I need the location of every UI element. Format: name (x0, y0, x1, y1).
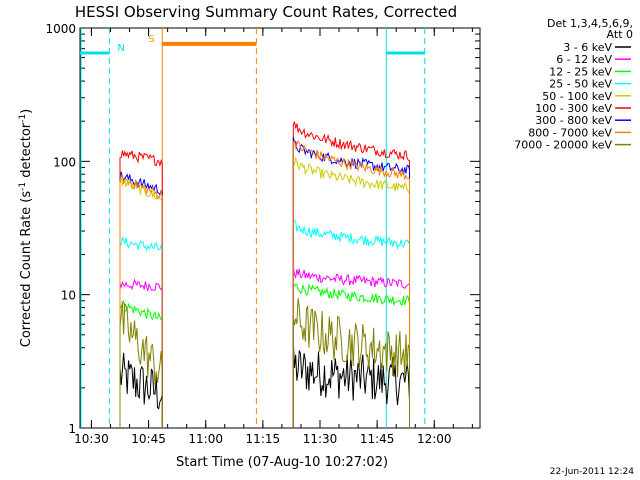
series-trace (119, 299, 163, 428)
x-tick-label: 10:45 (131, 432, 166, 446)
series-trace (292, 217, 410, 428)
series-trace (119, 171, 163, 428)
y-tick-label: 1000 (45, 22, 76, 36)
chart-title: HESSI Observing Summary Count Rates, Cor… (75, 3, 457, 21)
y-tick-label: 1 (68, 422, 76, 436)
annotation-s-label: S (148, 34, 154, 45)
series-trace (119, 150, 163, 428)
x-tick-label: 11:30 (303, 432, 338, 446)
y-tick-label: 100 (53, 155, 76, 169)
x-tick-label: 11:15 (246, 432, 281, 446)
series-trace (119, 301, 163, 428)
series-trace (292, 121, 410, 428)
legend-label: 6 - 12 keV (556, 53, 612, 66)
legend-label: 7000 - 20000 keV (514, 139, 612, 152)
series-trace (292, 139, 410, 428)
x-tick-label: 11:00 (188, 432, 223, 446)
x-tick-label: 10:30 (74, 432, 109, 446)
legend-label: 100 - 300 keV (535, 102, 612, 115)
legend-header-1: Det 1,3,4,5,6,9, (547, 17, 633, 30)
series-trace (119, 278, 163, 428)
y-axis-label: Corrected Count Rate (s-1 detector-1) (18, 109, 34, 347)
series-trace (119, 236, 163, 428)
series-trace (119, 173, 163, 428)
series-trace (119, 177, 163, 428)
series-trace (292, 298, 410, 428)
series-trace (292, 156, 410, 428)
legend-label: 3 - 6 keV (563, 41, 612, 54)
annotation-n-label: N (117, 43, 124, 54)
series-trace (292, 341, 410, 428)
footer-timestamp: 22-Jun-2011 12:24 (550, 467, 634, 477)
legend-label: 800 - 7000 keV (528, 126, 612, 139)
y-tick-label: 10 (61, 289, 76, 303)
legend-header-2: Att 0 (607, 28, 633, 41)
x-axis-label: Start Time (07-Aug-10 10:27:02) (176, 455, 388, 470)
legend-label: 300 - 800 keV (535, 114, 612, 127)
x-tick-label: 12:00 (417, 432, 452, 446)
legend-label: 25 - 50 keV (549, 78, 612, 91)
series-trace (119, 352, 163, 428)
series-trace (292, 266, 410, 428)
series-trace (292, 281, 410, 428)
x-tick-label: 11:45 (360, 432, 395, 446)
legend-label: 50 - 100 keV (542, 90, 612, 103)
legend-label: 12 - 25 keV (549, 65, 612, 78)
plot-frame (79, 27, 481, 429)
